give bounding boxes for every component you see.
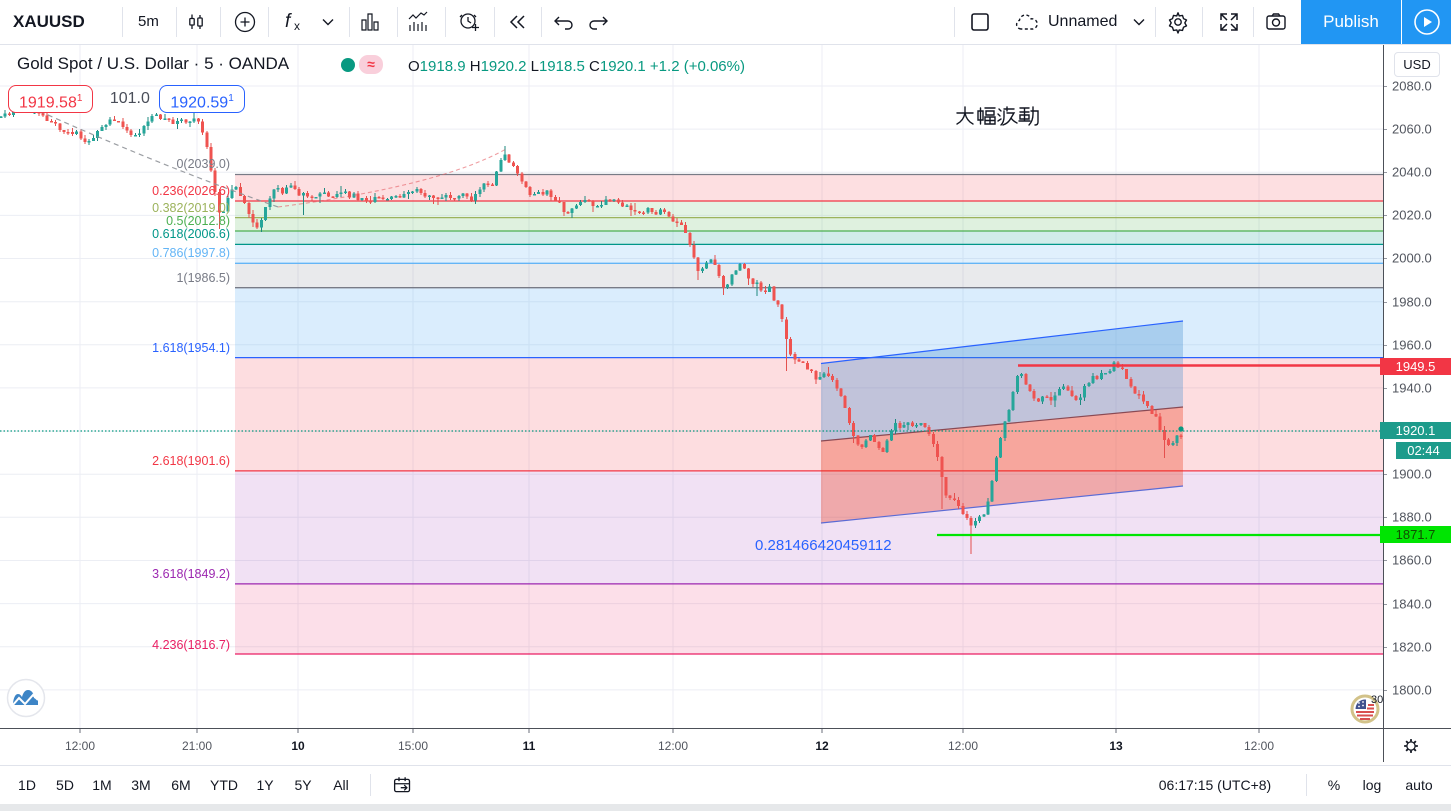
svg-text:30: 30 — [1371, 694, 1383, 706]
